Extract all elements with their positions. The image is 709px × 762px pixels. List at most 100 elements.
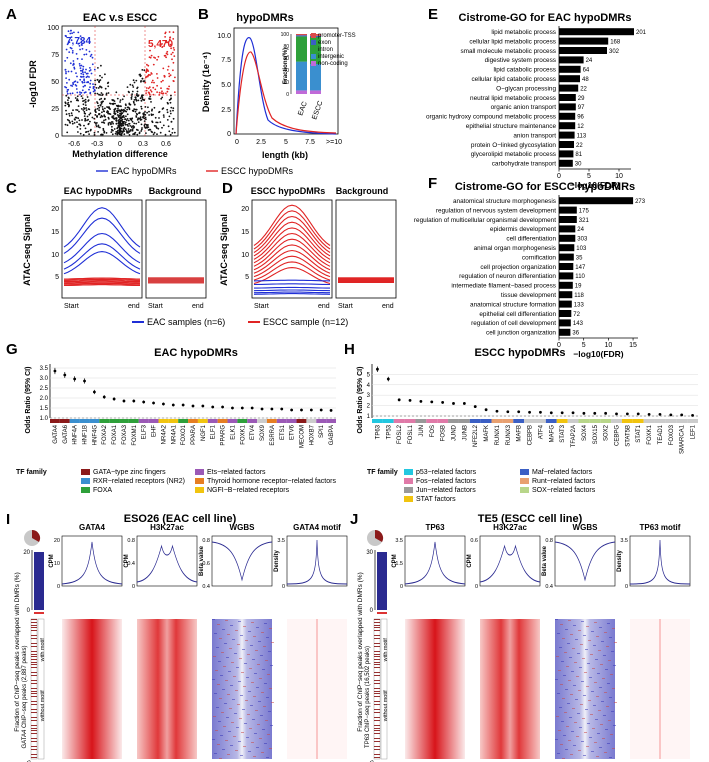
volcano-point (84, 127, 87, 130)
volcano-point (174, 76, 176, 79)
or-point (221, 405, 224, 409)
volcano-point (67, 103, 70, 106)
go-count-label: 22 (576, 143, 583, 149)
or-point (484, 408, 488, 412)
wgbs-noise (570, 754, 573, 755)
go-term-label: cell projection organization (480, 264, 556, 271)
volcano-plot (61, 25, 179, 137)
volcano-point (99, 85, 101, 88)
wgbs-noise (611, 651, 614, 652)
volcano-point (88, 113, 91, 116)
wgbs-noise (252, 659, 255, 660)
volcano-point (94, 114, 97, 116)
wgbs-noise (226, 717, 229, 718)
eac-sample-line-2 (63, 232, 141, 264)
volcano-point (129, 103, 132, 106)
or-point (112, 397, 116, 401)
tf-family-strip (326, 419, 336, 423)
track-ytick: 3.5 (395, 538, 403, 544)
volcano-point (143, 117, 146, 120)
volcano-point (107, 122, 110, 125)
tf-family-strip (247, 419, 258, 423)
dmr-tick (31, 646, 37, 647)
tf-family-strip (158, 419, 169, 423)
tf-family-strip (237, 419, 248, 423)
volcano-point (92, 87, 95, 90)
volcano-point (157, 55, 160, 58)
tf-label: FOXA2 (102, 424, 108, 444)
volcano-point (85, 107, 88, 109)
volcano-point (147, 64, 150, 67)
go-count-label: 12 (577, 124, 584, 130)
track-ytick: 0.4 (545, 584, 553, 590)
volcano-point (171, 58, 173, 61)
volcano-point (136, 90, 139, 93)
tf-family-strip (79, 419, 90, 423)
wgbs-noise (613, 725, 616, 726)
volcano-point (111, 121, 114, 123)
volcano-point (118, 118, 121, 121)
wgbs-noise (266, 697, 269, 698)
density-curve-escc (235, 51, 337, 135)
c-ytick-3: 20 (51, 206, 59, 213)
wgbs-noise (608, 720, 611, 721)
escc-sample-line-8 (63, 281, 141, 284)
volcano-point (68, 112, 70, 115)
volcano-point (80, 95, 83, 97)
wgbs-noise (589, 737, 592, 738)
volcano-point (124, 121, 127, 124)
go-term-label: cellular lipid metabolic process (469, 38, 556, 45)
wgbs-noise (213, 716, 216, 717)
volcano-point (84, 104, 87, 106)
volcano-point (82, 85, 85, 88)
volcano-point (70, 100, 72, 103)
volcano-point (148, 98, 151, 100)
tf-label: SMARCA1 (680, 424, 686, 454)
go-count-label: 29 (578, 96, 585, 102)
panel-j: 30 0 Fraction of ChIP−seq peaks overlapped… (341, 523, 691, 762)
volcano-point (65, 77, 67, 79)
volcano-point (130, 118, 133, 120)
legend-escc-samples: ESCC sample (n=12) (263, 317, 348, 327)
volcano-point (79, 91, 81, 93)
wgbs-noise (579, 667, 582, 668)
volcano-point (100, 97, 103, 100)
volcano-point (166, 119, 169, 121)
volcano-point (142, 94, 144, 97)
go-xtick: 0 (557, 342, 561, 349)
volcano-point (78, 63, 81, 65)
escc-sample-line-8 (253, 249, 331, 274)
volcano-point (73, 81, 76, 83)
escc-sample-line-7 (253, 244, 331, 271)
overlap-bar-primary (377, 552, 387, 610)
inset-segment-eac-3 (296, 61, 307, 91)
volcano-point (152, 63, 155, 66)
volcano-point (172, 31, 175, 34)
wgbs-noise (612, 688, 615, 689)
or-point (171, 403, 175, 407)
panel-d-title: ESCC hypoDMRs (251, 186, 326, 196)
wgbs-noise (242, 649, 245, 650)
panel-g-title: EAC hypoDMRs (154, 347, 238, 359)
tf-label: MECOM (300, 425, 306, 448)
volcano-point (105, 132, 108, 134)
volcano-point (155, 127, 158, 129)
panel-letter-e: E (428, 6, 438, 23)
volcano-point (153, 125, 156, 127)
volcano-point (70, 36, 73, 38)
dmr-tick (31, 693, 37, 694)
or-point (669, 413, 673, 417)
go-count-label: 64 (583, 68, 590, 74)
wgbs-noise (555, 739, 558, 740)
wgbs-noise (230, 685, 233, 686)
volcano-point (132, 86, 135, 88)
wgbs-noise (610, 674, 613, 675)
wgbs-noise (596, 636, 599, 637)
wgbs-noise (241, 672, 244, 673)
dmr-tick (31, 625, 37, 626)
volcano-point (103, 119, 105, 122)
panel-h-plot: 1 2 3 4 5 TP63 TP53 FOSL2 FOSL1 JUN FOS FOSB JUND JUN… (367, 364, 698, 454)
volcano-point (101, 93, 104, 96)
or-point (615, 412, 618, 416)
